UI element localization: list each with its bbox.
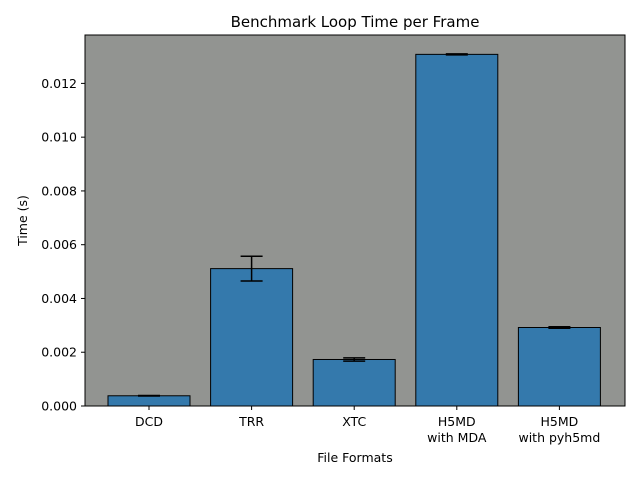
x-tick-label: H5MD with pyh5md (518, 414, 600, 445)
x-tick-label: DCD (135, 414, 163, 429)
y-tick-label: 0.008 (41, 183, 77, 198)
y-tick-label: 0.006 (41, 237, 77, 252)
y-axis: 0.000 0.002 0.004 0.006 0.008 0.010 0.012 (41, 76, 85, 414)
y-tick-label: 0.010 (41, 130, 77, 145)
y-tick-label: 0.002 (41, 345, 77, 360)
x-axis: DCD TRR XTC H5MD with MDA H5MD with pyh5md (135, 406, 600, 445)
chart-title: Benchmark Loop Time per Frame (231, 13, 480, 31)
bar (415, 53, 499, 407)
y-tick-label: 0.000 (41, 399, 77, 414)
bar (312, 358, 396, 407)
bar (107, 395, 191, 407)
x-axis-label: File Formats (317, 450, 392, 465)
bars-group (107, 53, 601, 407)
error-bars-group (138, 53, 571, 397)
y-axis-label: Time (s) (15, 195, 30, 247)
x-tick-label: TRR (238, 414, 264, 429)
y-tick-label: 0.012 (41, 76, 77, 91)
bar (210, 268, 294, 407)
x-tick-label: XTC (342, 414, 366, 429)
x-tick-label: H5MD with MDA (427, 414, 487, 445)
plot-frame (84, 34, 626, 407)
bar (517, 327, 601, 407)
y-tick-label: 0.004 (41, 291, 77, 306)
